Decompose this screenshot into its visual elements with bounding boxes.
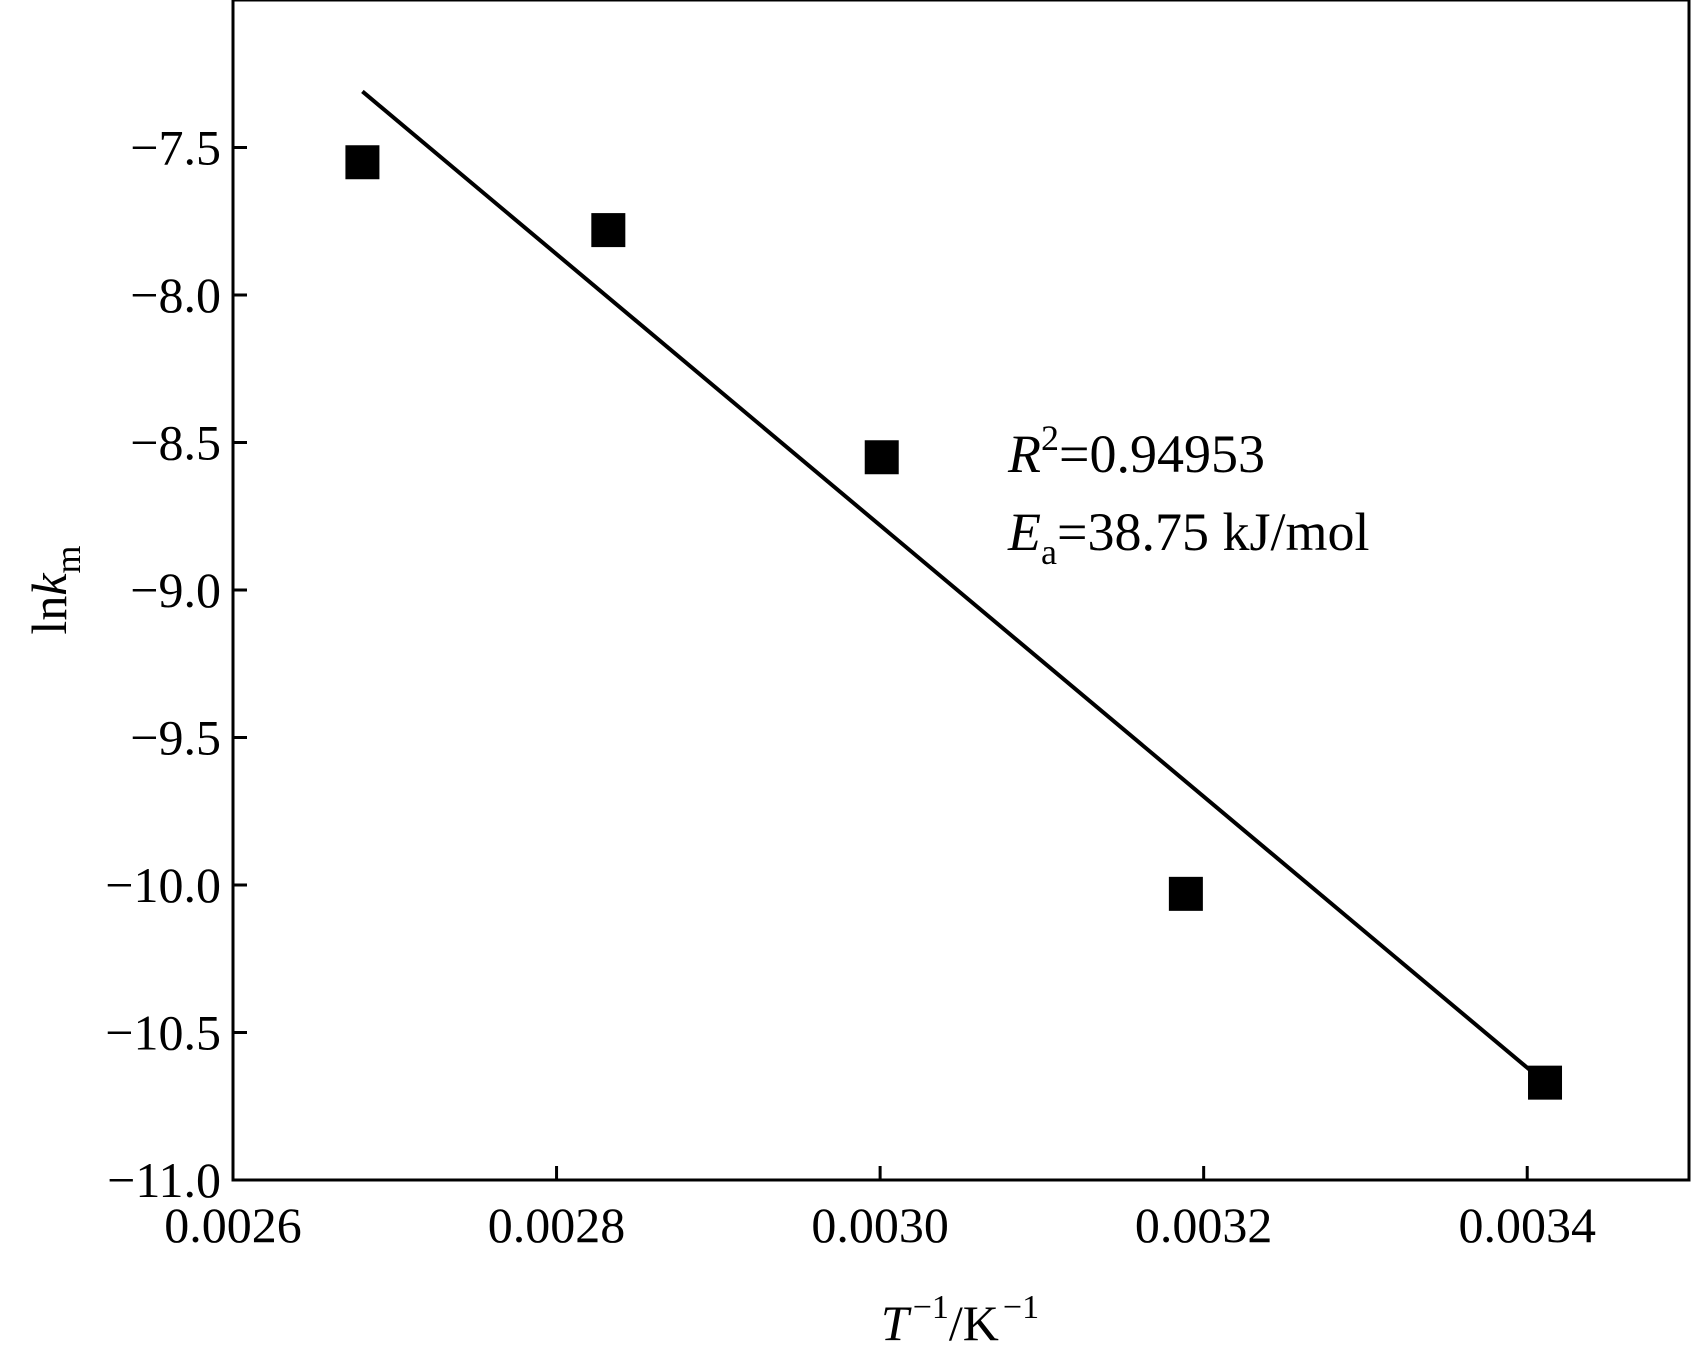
data-point <box>591 213 626 248</box>
activation-energy-annotation: Ea=38.75 kJ/mol <box>1007 502 1369 572</box>
plot-frame <box>231 0 1691 1182</box>
y-tick-label: −10.5 <box>105 1005 221 1061</box>
fit-line <box>361 89 1547 1085</box>
x-tick-label: 0.0028 <box>488 1197 626 1253</box>
data-point <box>345 145 380 180</box>
data-point <box>864 440 899 475</box>
y-tick-label: −9.5 <box>130 710 221 766</box>
y-tick-label: −10.0 <box>105 857 221 913</box>
x-axis-ticks: 0.0026 0.0028 0.0030 0.0032 0.0034 <box>164 1166 1596 1253</box>
y-tick-label: −7.5 <box>130 120 221 176</box>
x-tick-label: 0.0030 <box>811 1197 949 1253</box>
y-axis-title: lnkm <box>21 545 88 634</box>
x-tick-label: 0.0034 <box>1458 1197 1596 1253</box>
y-tick-label: −8.5 <box>130 415 221 471</box>
x-tick-label: 0.0032 <box>1135 1197 1273 1253</box>
y-tick-label: −9.0 <box>130 562 221 618</box>
data-point <box>1168 876 1203 911</box>
y-tick-label: −11.0 <box>107 1152 221 1208</box>
y-axis-ticks: −7.5 −8.0 −8.5 −9.0 −9.5 −10.0 −10.5 −11.0 <box>105 120 247 1208</box>
r-squared-annotation: R2=0.94953 <box>1007 418 1265 484</box>
y-tick-label: −8.0 <box>130 267 221 323</box>
x-tick-label: 0.0026 <box>164 1197 302 1253</box>
data-points <box>345 145 1563 1100</box>
data-point <box>1528 1065 1563 1100</box>
fit-line-group <box>361 89 1547 1085</box>
x-axis-title: T −1/K −1 <box>881 1289 1039 1351</box>
